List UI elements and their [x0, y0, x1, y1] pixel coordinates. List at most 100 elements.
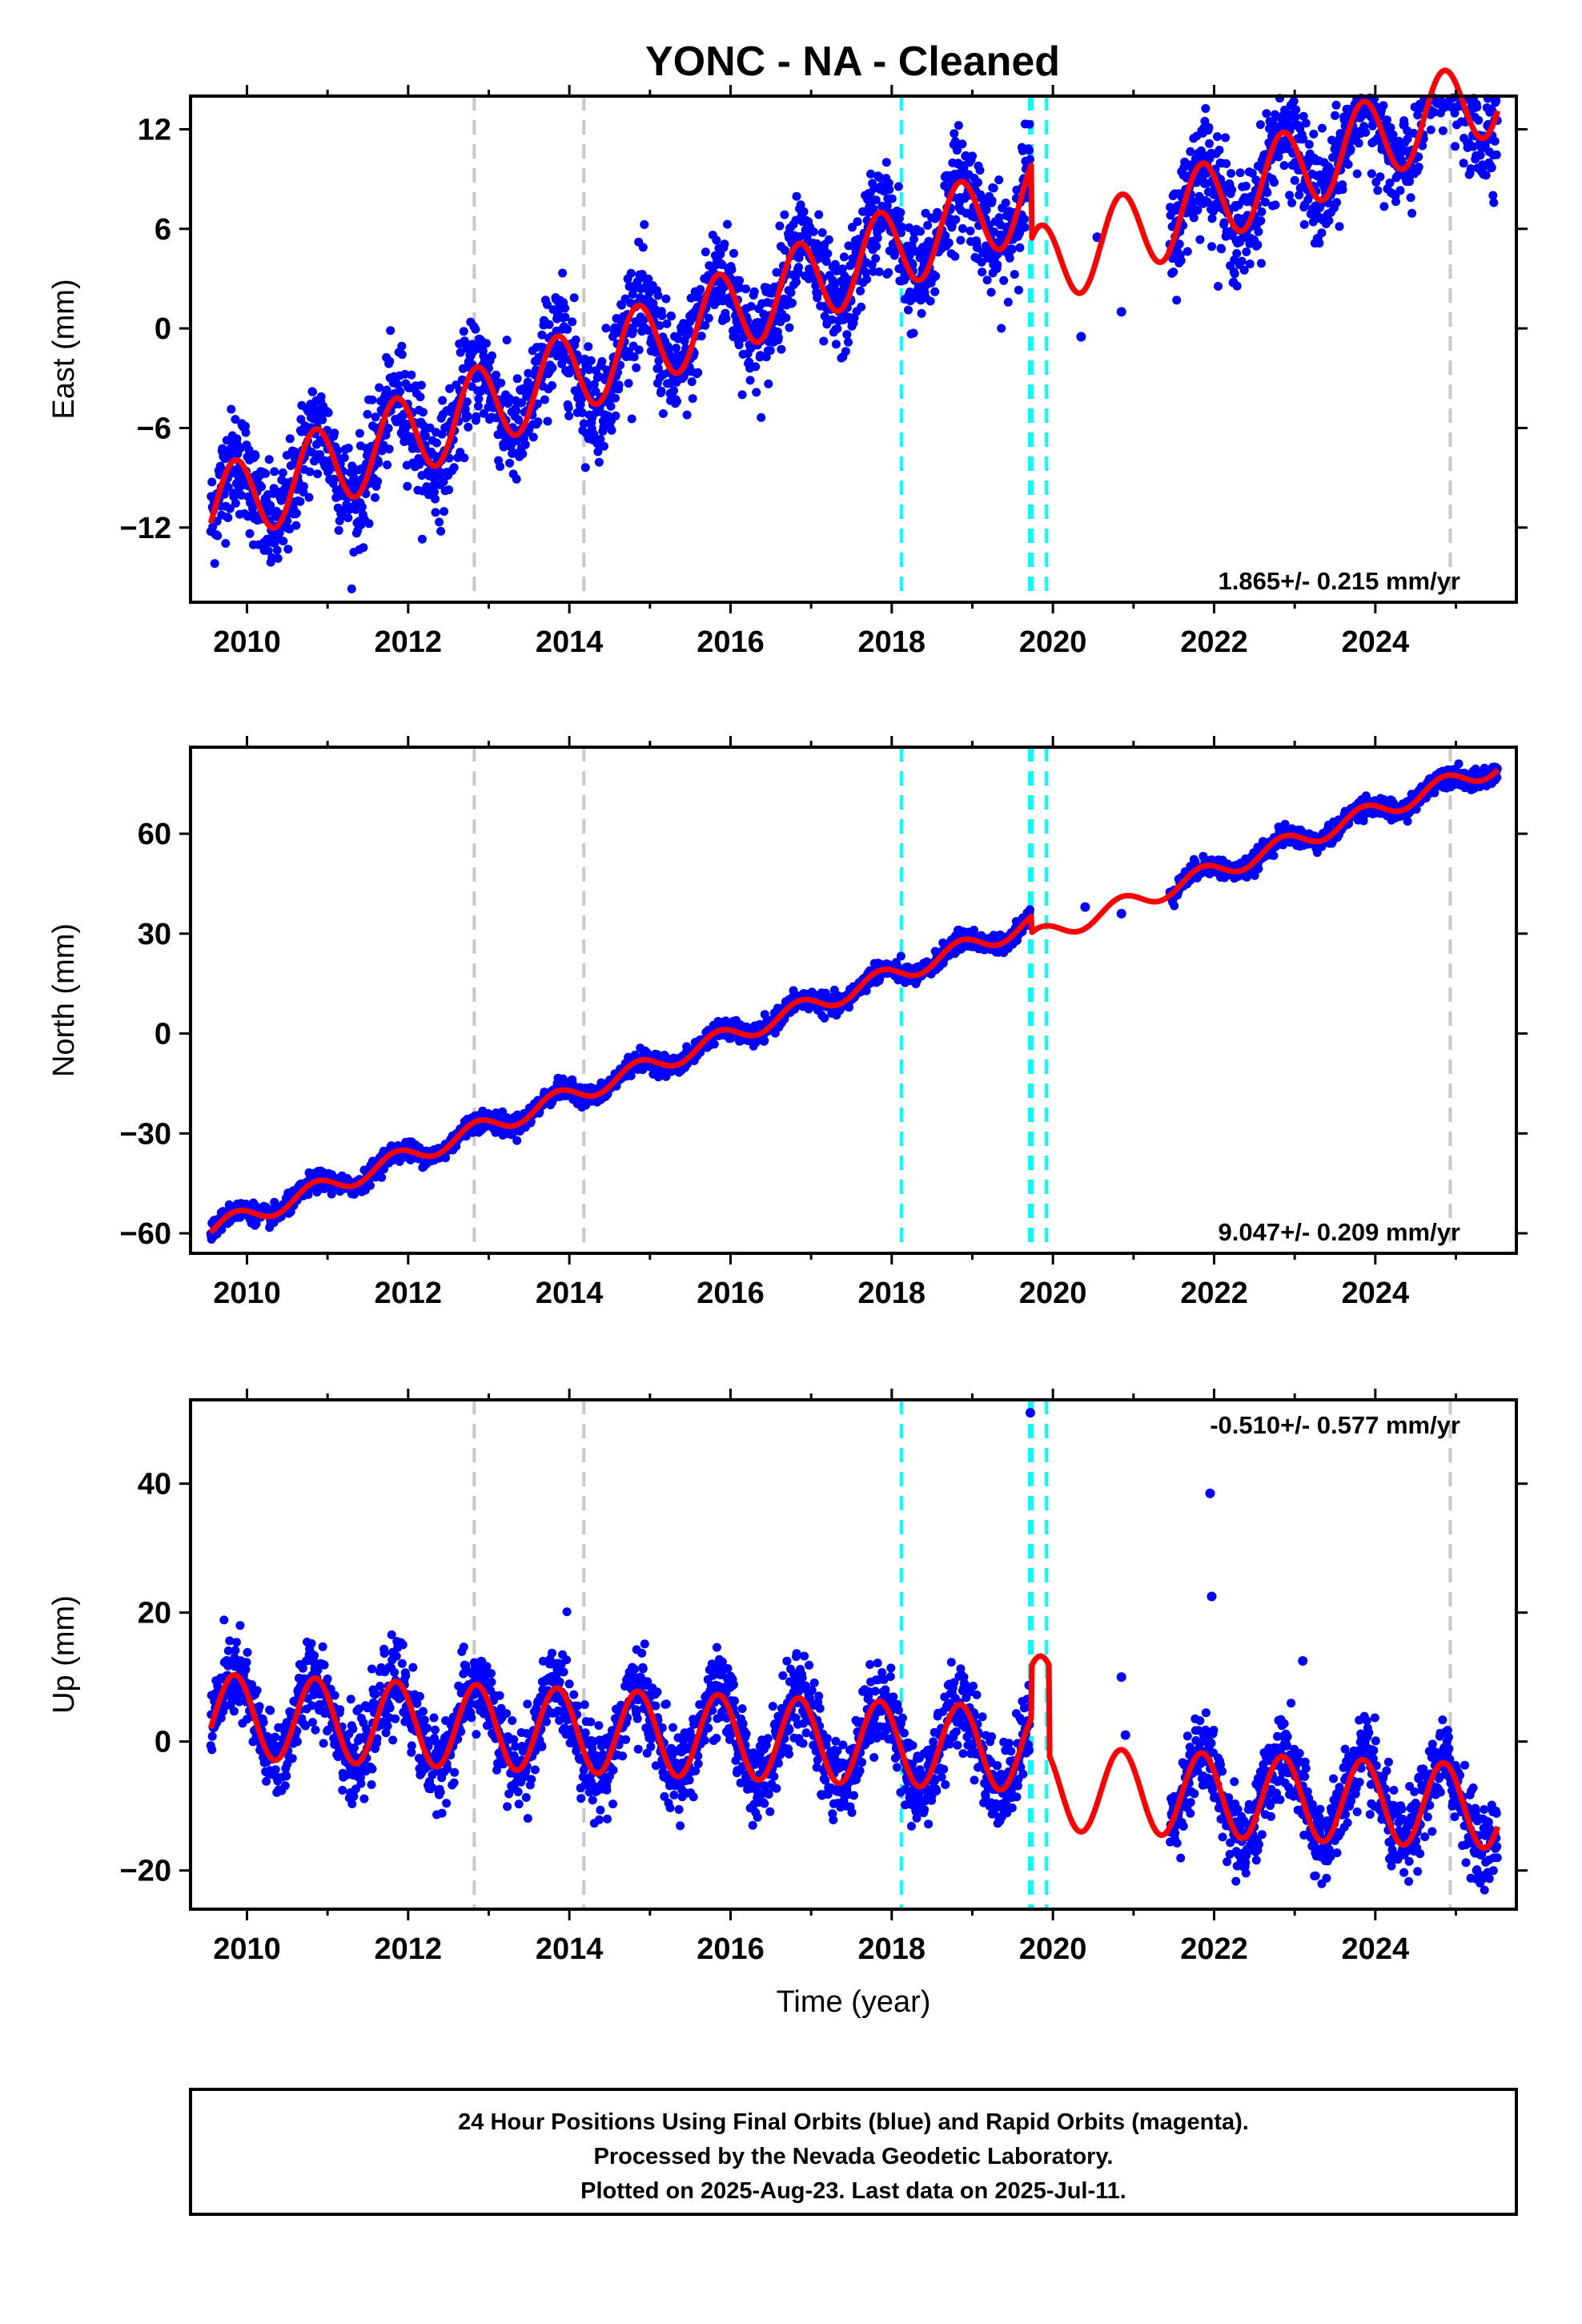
- data-point: [363, 409, 372, 419]
- data-point: [266, 501, 275, 510]
- data-point: [459, 327, 468, 336]
- data-point: [1287, 198, 1297, 207]
- data-point: [1375, 172, 1385, 182]
- data-point: [1010, 270, 1019, 279]
- data-point: [564, 411, 574, 420]
- data-point: [875, 173, 885, 183]
- data-point: [285, 434, 295, 444]
- data-point: [304, 493, 314, 502]
- data-point: [749, 287, 759, 296]
- data-point: [1438, 126, 1447, 135]
- data-point: [517, 398, 527, 408]
- data-point: [577, 408, 587, 417]
- data-point: [688, 394, 697, 404]
- data-point: [1256, 259, 1266, 268]
- x-tick-label: 2010: [213, 625, 281, 659]
- data-point: [874, 267, 884, 276]
- data-point: [584, 365, 594, 375]
- data-point: [994, 213, 1004, 223]
- data-point: [884, 267, 893, 277]
- data-point: [923, 220, 933, 230]
- data-point: [596, 435, 605, 444]
- data-point: [548, 381, 556, 390]
- data-point: [315, 450, 325, 459]
- data-point: [1019, 215, 1029, 223]
- data-point: [482, 339, 491, 348]
- data-point: [207, 477, 217, 487]
- data-point: [842, 330, 852, 340]
- data-point: [884, 179, 893, 188]
- data-point: [837, 264, 847, 274]
- data-point: [817, 228, 827, 237]
- data-point: [1354, 139, 1363, 148]
- data-point: [785, 323, 794, 332]
- data-point: [1172, 296, 1182, 305]
- data-point: [305, 467, 315, 476]
- data-point: [1279, 161, 1289, 171]
- data-point: [1217, 244, 1227, 254]
- data-point: [1235, 168, 1245, 178]
- data-point: [958, 139, 967, 149]
- data-point: [994, 175, 1004, 185]
- data-point: [723, 219, 732, 229]
- data-point: [330, 428, 339, 438]
- data-point: [792, 191, 801, 201]
- data-point: [916, 227, 926, 236]
- data-point: [638, 243, 648, 252]
- data-point: [1230, 269, 1239, 279]
- data-point: [830, 259, 840, 269]
- data-point: [1367, 169, 1376, 179]
- data-point: [1391, 197, 1400, 207]
- data-point: [667, 312, 676, 321]
- data-point: [1186, 147, 1195, 156]
- data-point: [589, 380, 599, 389]
- data-point: [244, 445, 254, 455]
- data-point: [449, 463, 459, 472]
- data-point: [264, 455, 274, 464]
- data-point: [227, 404, 236, 414]
- data-point: [440, 507, 449, 517]
- data-point: [701, 247, 710, 257]
- data-point: [1472, 103, 1482, 112]
- data-point: [672, 344, 681, 353]
- data-point: [802, 232, 812, 242]
- data-point: [1256, 216, 1266, 226]
- data-point: [624, 379, 633, 388]
- data-point: [729, 248, 738, 258]
- data-point: [1219, 218, 1229, 227]
- data-point: [866, 169, 876, 179]
- data-point: [1285, 191, 1295, 200]
- data-point: [1317, 228, 1327, 238]
- data-point: [975, 166, 985, 175]
- data-point: [1025, 119, 1034, 129]
- data-point: [640, 219, 649, 229]
- data-point: [1241, 181, 1251, 191]
- data-point: [560, 304, 570, 313]
- data-point: [632, 363, 641, 372]
- data-point: [897, 223, 907, 232]
- data-point: [682, 410, 692, 420]
- data-point: [291, 509, 301, 518]
- data-point: [251, 451, 260, 460]
- x-tick-label: 2012: [375, 625, 443, 659]
- data-point: [568, 317, 577, 327]
- data-point: [827, 315, 837, 324]
- data-point: [871, 254, 881, 263]
- y-tick-label: −12: [120, 512, 171, 545]
- data-point: [1343, 159, 1353, 169]
- data-point: [248, 505, 257, 514]
- data-point: [347, 461, 357, 471]
- data-point: [673, 396, 681, 406]
- data-point: [977, 257, 986, 267]
- data-point: [1335, 222, 1344, 231]
- data-point: [496, 378, 506, 388]
- data-point: [701, 320, 710, 330]
- data-point: [611, 393, 620, 403]
- x-tick-label: 2018: [858, 625, 926, 659]
- data-point: [1195, 235, 1205, 244]
- data-point: [512, 474, 521, 484]
- data-point: [1474, 115, 1484, 125]
- data-point: [488, 351, 496, 360]
- data-point: [270, 467, 279, 476]
